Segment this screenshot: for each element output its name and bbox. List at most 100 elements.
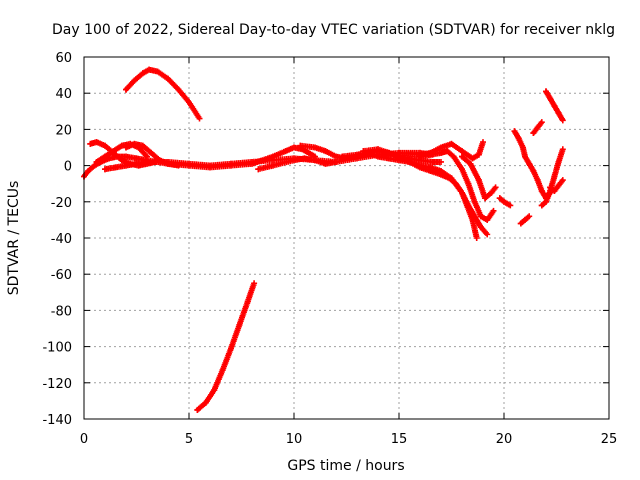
data-point — [492, 184, 499, 191]
data-point — [144, 153, 150, 160]
data-point — [465, 180, 472, 187]
data-point — [448, 140, 455, 147]
data-point — [139, 142, 146, 149]
data-point — [270, 157, 276, 164]
data-point — [467, 160, 474, 167]
data-point — [175, 86, 182, 93]
plot-frame — [83, 56, 610, 420]
data-point — [438, 149, 444, 156]
data-point — [123, 153, 129, 160]
data-point — [475, 151, 482, 158]
data-series — [81, 66, 566, 413]
data-point — [87, 140, 94, 147]
data-point — [427, 168, 434, 175]
data-point — [165, 160, 171, 167]
data-point — [459, 153, 465, 160]
data-point — [406, 158, 413, 165]
series-arc-2 — [194, 280, 258, 413]
data-point — [154, 68, 161, 75]
data-point — [482, 195, 489, 202]
data-point — [123, 144, 129, 151]
data-point — [427, 149, 434, 156]
data-point — [452, 180, 459, 187]
data-point — [559, 177, 566, 184]
data-point — [417, 151, 423, 158]
data-point — [538, 202, 545, 209]
data-point — [547, 95, 554, 102]
data-point — [322, 160, 329, 167]
data-point — [93, 158, 100, 165]
data-point — [511, 128, 518, 135]
data-point — [249, 158, 255, 165]
data-point — [165, 75, 171, 82]
data-point — [251, 280, 258, 287]
data-point — [459, 166, 465, 173]
data-point — [477, 224, 484, 231]
data-point — [186, 160, 192, 167]
data-point — [301, 155, 308, 162]
data-point — [375, 146, 381, 153]
series-arc-14 — [459, 153, 499, 202]
data-point — [438, 144, 444, 151]
data-point — [555, 158, 562, 165]
y-tick-label: -140 — [42, 413, 72, 428]
data-point — [484, 216, 491, 223]
y-tick-label: 0 — [64, 160, 72, 175]
data-point — [538, 119, 545, 126]
data-point — [123, 162, 129, 169]
x-tick-label: 15 — [391, 432, 408, 447]
data-point — [555, 110, 562, 117]
data-point — [459, 189, 465, 196]
data-point — [219, 367, 226, 374]
data-point — [446, 175, 453, 182]
data-point — [102, 166, 108, 173]
data-point — [322, 148, 329, 155]
data-point — [255, 166, 262, 173]
data-point — [110, 148, 117, 155]
series-arc-15 — [496, 195, 514, 209]
data-point — [559, 146, 566, 153]
x-tick-label: 5 — [185, 432, 193, 447]
x-tick-label: 20 — [496, 432, 513, 447]
data-point — [236, 321, 243, 328]
grid — [84, 57, 609, 419]
data-point — [211, 387, 218, 394]
y-tick-label: -20 — [51, 196, 72, 211]
y-tick-label: -60 — [51, 268, 72, 283]
x-tick-label: 0 — [80, 432, 88, 447]
data-point — [186, 99, 192, 106]
y-tick-label: -40 — [51, 232, 72, 247]
data-point — [339, 153, 346, 160]
data-point — [496, 195, 503, 202]
y-tick-label: 60 — [55, 51, 72, 66]
series-arc-18 — [530, 119, 545, 137]
data-point — [526, 213, 533, 220]
data-point — [450, 153, 457, 160]
y-tick-label: -80 — [51, 304, 72, 319]
data-point — [534, 124, 541, 131]
data-point — [133, 155, 140, 162]
series-arc-1 — [123, 66, 203, 122]
data-point — [417, 164, 423, 171]
data-point — [360, 148, 367, 155]
data-point — [148, 149, 155, 156]
series-arc-20 — [538, 146, 566, 209]
data-point — [123, 86, 129, 93]
data-point — [282, 148, 289, 155]
data-point — [333, 153, 339, 160]
series-arc-21 — [547, 177, 566, 194]
data-point — [547, 184, 554, 191]
data-point — [543, 88, 549, 95]
data-point — [438, 158, 444, 165]
data-point — [471, 213, 478, 220]
data-point — [522, 153, 528, 160]
data-point — [102, 142, 108, 149]
data-point — [396, 149, 402, 156]
data-point — [471, 198, 478, 205]
data-point — [102, 153, 108, 160]
data-point — [118, 157, 125, 164]
data-point — [538, 187, 545, 194]
data-point — [559, 117, 566, 124]
data-point — [515, 135, 522, 142]
